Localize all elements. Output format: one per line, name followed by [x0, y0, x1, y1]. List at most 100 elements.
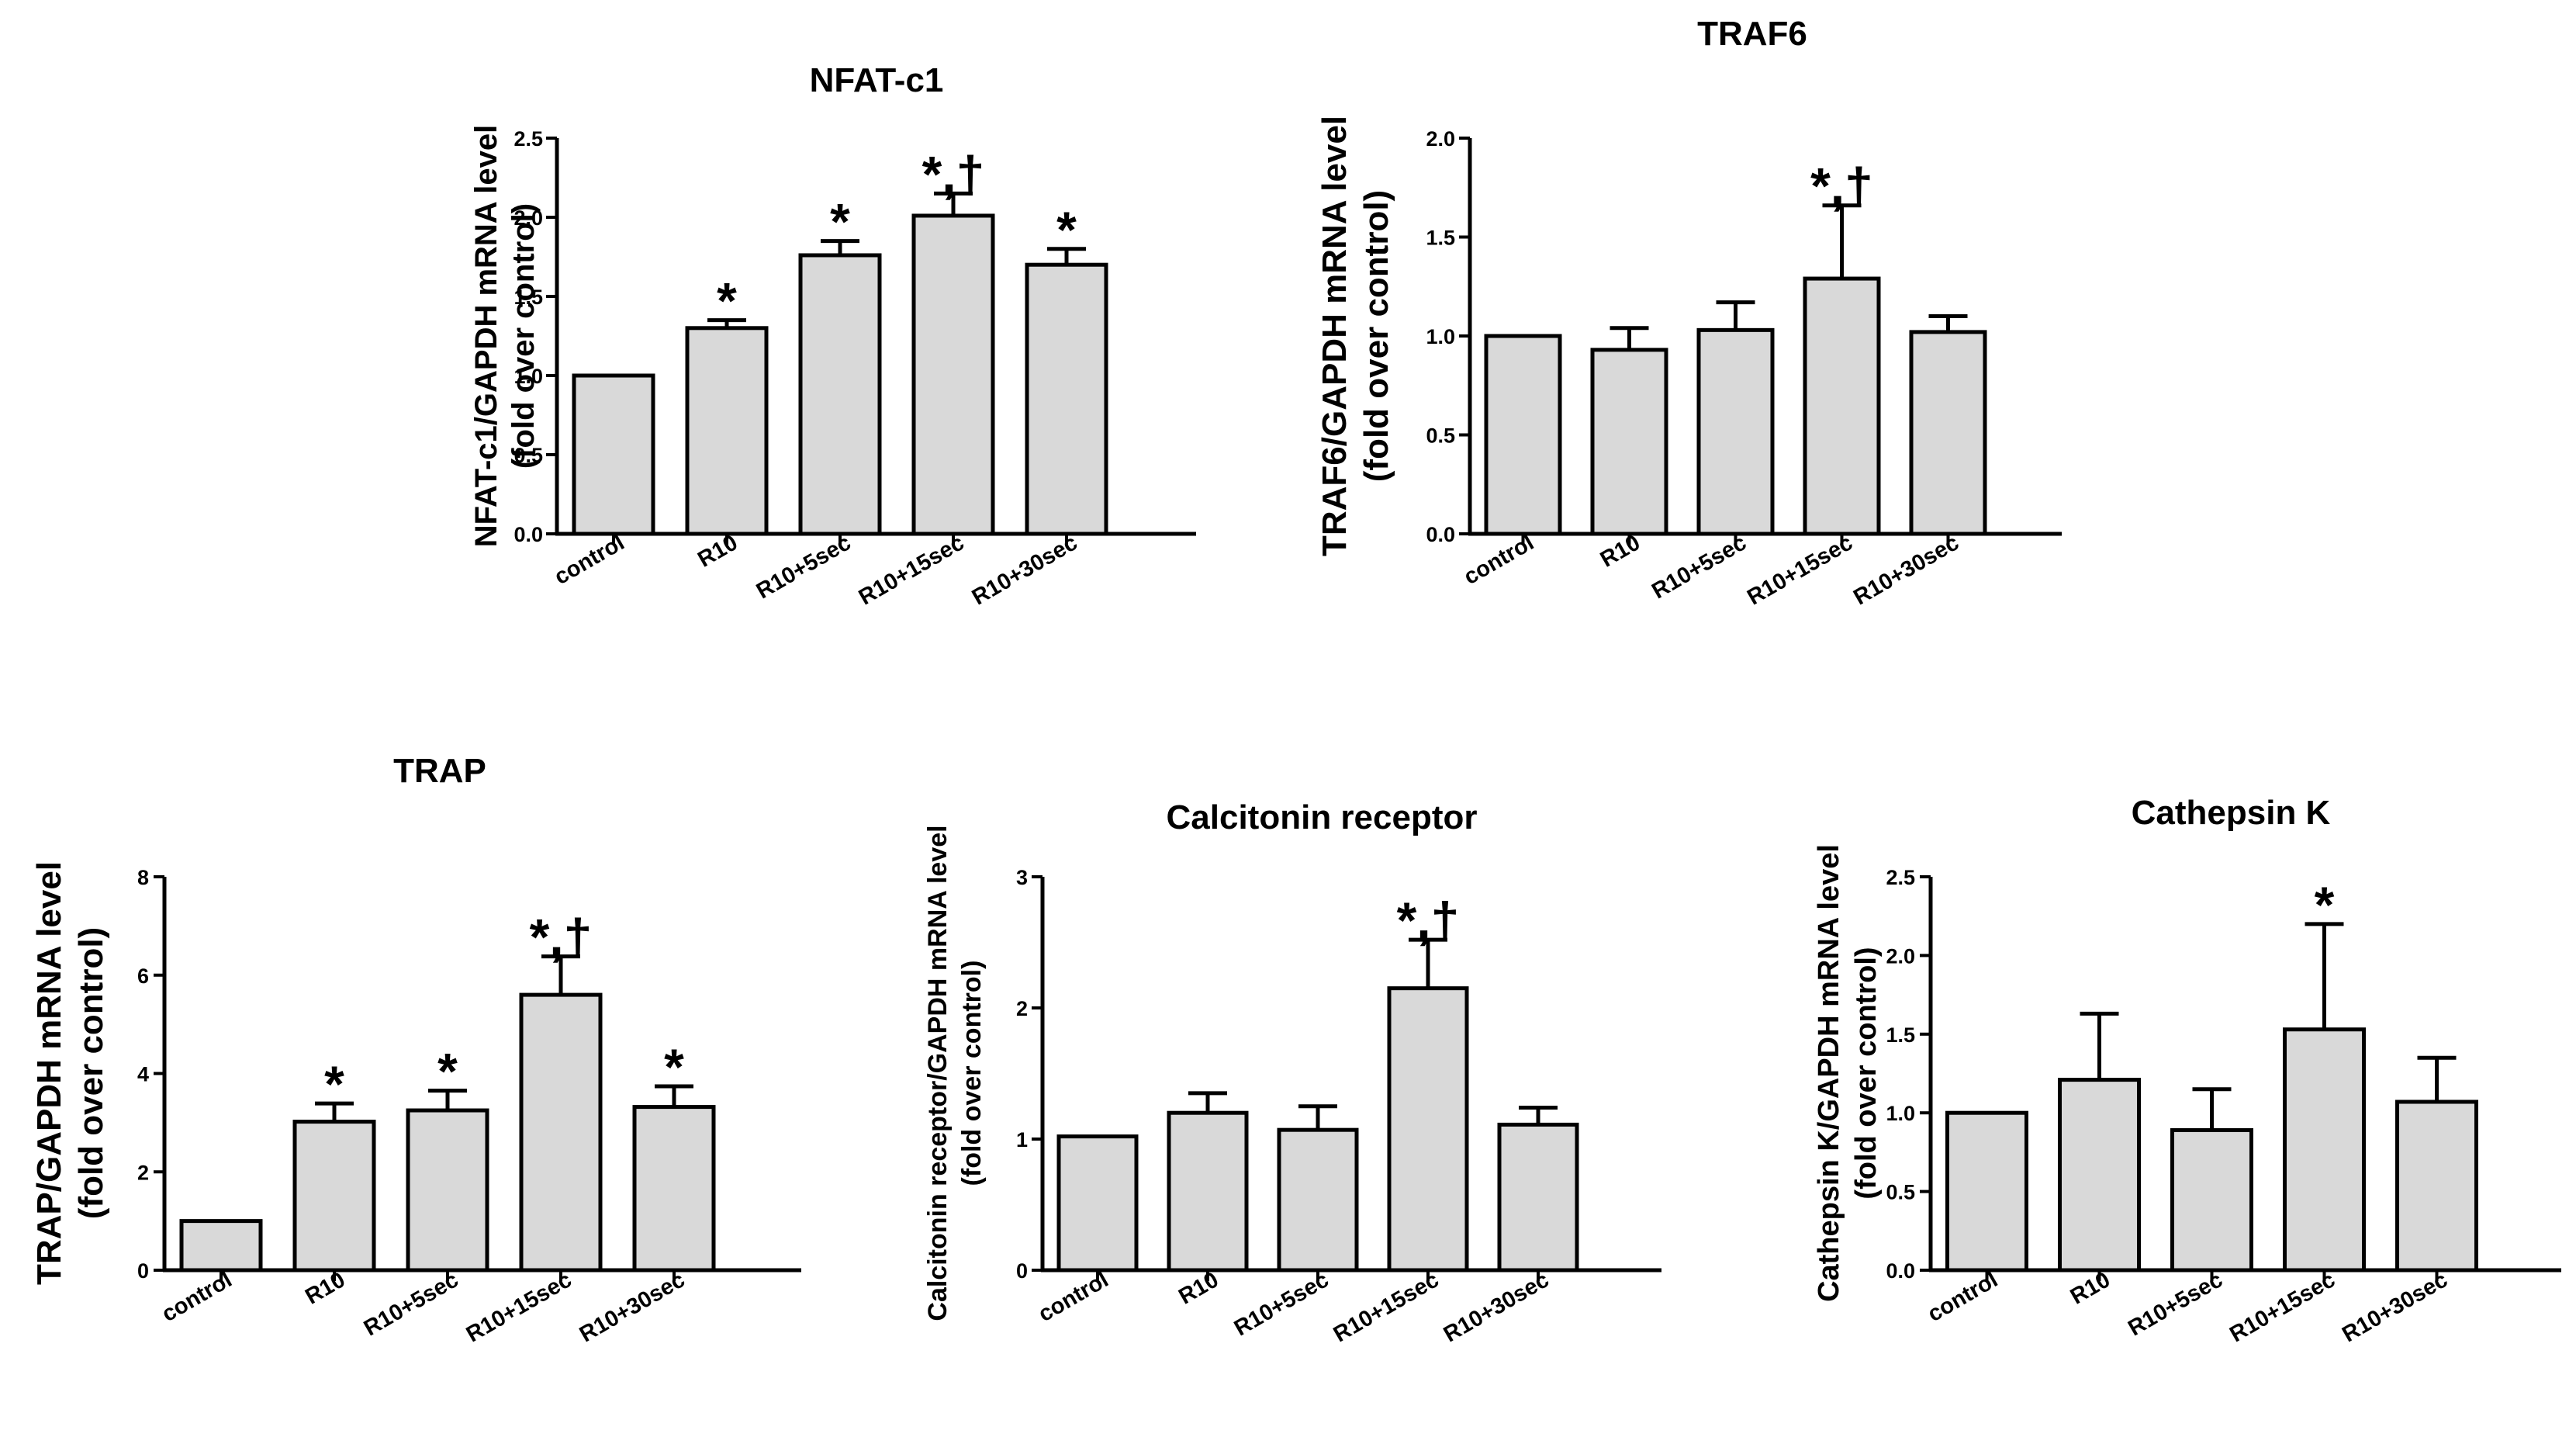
bar — [1277, 1127, 1359, 1273]
category-label: R10+15sec — [2225, 1267, 2339, 1347]
bar — [2395, 1099, 2478, 1273]
y-axis-label-line: TRAP/GAPDH mRNA level — [30, 861, 68, 1285]
bar — [2283, 1027, 2366, 1273]
bar — [1803, 276, 1881, 536]
y-tick-label: 3 — [1016, 866, 1028, 889]
chart-panel-2: TRAP TRAP/GAPDH mRNA level (fold over cont… — [30, 752, 801, 1347]
category-label: R10 — [693, 530, 742, 572]
y-axis-label-line: Cathepsin K/GAPDH mRNA level — [1813, 844, 1845, 1302]
bar — [1696, 327, 1775, 536]
bar — [1025, 262, 1108, 536]
bar — [2170, 1128, 2253, 1273]
y-axis-label-line: (fold over control) — [1357, 190, 1395, 482]
category-label: R10+15sec — [1329, 1267, 1444, 1347]
bar — [632, 1105, 716, 1273]
significance-label: * — [830, 193, 850, 251]
chart-title: Cathepsin K — [2132, 794, 2331, 832]
y-tick-label: 1.5 — [1426, 227, 1455, 250]
significance-label: *,† — [1397, 892, 1460, 949]
significance-label: * — [717, 272, 737, 330]
bar — [179, 1219, 263, 1273]
category-label: R10+30sec — [2338, 1267, 2452, 1347]
category-label: R10+30sec — [1849, 530, 1963, 610]
y-tick-label: 8 — [137, 866, 149, 889]
y-tick-label: 2.0 — [513, 206, 543, 230]
bar — [1484, 334, 1562, 536]
y-tick-label: 0.0 — [513, 523, 543, 546]
category-label: R10+30sec — [576, 1267, 690, 1347]
bar — [292, 1120, 376, 1273]
category-label: R10+15sec — [1743, 530, 1857, 610]
significance-label: *,† — [1810, 158, 1873, 215]
y-axis-label-line: (fold over control) — [1850, 947, 1883, 1199]
y-tick-label: 1 — [1016, 1128, 1028, 1151]
chart-title: Calcitonin receptor — [1167, 798, 1478, 836]
y-axis-label-line: (fold over control) — [72, 927, 110, 1219]
chart-title: NFAT-c1 — [810, 61, 944, 99]
category-label: R10+5sec — [360, 1267, 463, 1341]
y-axis-label-line: NFAT-c1/GAPDH mRNA level — [469, 125, 503, 548]
category-label: control — [550, 530, 628, 590]
bar — [798, 253, 882, 536]
y-tick-label: 1.5 — [1886, 1023, 1915, 1047]
chart-title: TRAP — [393, 752, 486, 790]
y-tick-label: 2 — [1016, 997, 1028, 1020]
y-tick-label: 2.0 — [1886, 944, 1915, 968]
chart-panel-0: NFAT-c1 NFAT-c1/GAPDH mRNA level (fold ove… — [469, 61, 1196, 610]
bar — [1387, 986, 1469, 1273]
chart-title: TRAF6 — [1697, 15, 1807, 53]
bar — [685, 326, 769, 536]
y-tick-label: 2.0 — [1426, 127, 1455, 151]
significance-label: * — [437, 1043, 458, 1100]
bar — [1167, 1110, 1249, 1273]
y-tick-label: 1.0 — [513, 365, 543, 388]
significance-label: * — [2315, 876, 2335, 933]
y-tick-label: 1.5 — [513, 286, 543, 309]
category-label: R10+30sec — [968, 530, 1082, 610]
y-tick-label: 2.5 — [1886, 866, 1915, 889]
bar — [2058, 1078, 2141, 1273]
y-tick-label: 0 — [1016, 1259, 1028, 1283]
bar — [1056, 1134, 1139, 1273]
bar — [572, 373, 655, 536]
y-tick-label: 0.5 — [1426, 424, 1455, 448]
bar — [406, 1108, 489, 1273]
category-label: R10 — [301, 1267, 349, 1309]
bar — [1945, 1110, 2028, 1273]
y-tick-label: 0 — [137, 1259, 149, 1283]
category-label: control — [1034, 1267, 1112, 1327]
category-label: control — [157, 1267, 236, 1327]
significance-label: * — [664, 1038, 684, 1096]
y-axis-label-line: TRAF6/GAPDH mRNA level — [1316, 116, 1354, 556]
y-tick-label: 4 — [137, 1063, 149, 1086]
category-label: R10+5sec — [1230, 1267, 1333, 1341]
y-tick-label: 0.5 — [513, 444, 543, 467]
y-tick-label: 0.0 — [1886, 1259, 1915, 1283]
chart-panel-4: Cathepsin K Cathepsin K/GAPDH mRNA level(… — [1813, 794, 2561, 1347]
bar — [1909, 330, 1987, 536]
category-label: R10 — [2066, 1267, 2114, 1309]
significance-label: * — [324, 1055, 344, 1113]
y-axis-label-line: (fold over control) — [957, 961, 987, 1186]
significance-label: *,† — [530, 909, 593, 966]
category-label: R10+5sec — [2124, 1267, 2227, 1341]
significance-label: *,† — [922, 145, 985, 203]
y-tick-label: 6 — [137, 964, 149, 988]
bar — [1590, 348, 1668, 536]
category-label: R10 — [1596, 530, 1644, 572]
category-label: R10+5sec — [1648, 530, 1751, 604]
category-label: R10+15sec — [462, 1267, 576, 1347]
category-label: R10+5sec — [752, 530, 856, 604]
bar — [911, 213, 995, 536]
significance-label: * — [1056, 201, 1077, 258]
y-tick-label: 1.0 — [1426, 325, 1455, 348]
y-tick-label: 0.0 — [1426, 523, 1455, 546]
y-axis-label-line: (fold over control) — [507, 203, 541, 469]
y-tick-label: 1.0 — [1886, 1102, 1915, 1125]
chart-panel-1: TRAF6 TRAF6/GAPDH mRNA level (fold over co… — [1316, 15, 2062, 610]
y-axis-label-line: Calcitonin receptor/GAPDH mRNA level — [923, 825, 953, 1321]
category-label: R10+30sec — [1440, 1267, 1554, 1347]
y-tick-label: 2 — [137, 1161, 149, 1184]
y-tick-label: 2.5 — [513, 127, 543, 151]
